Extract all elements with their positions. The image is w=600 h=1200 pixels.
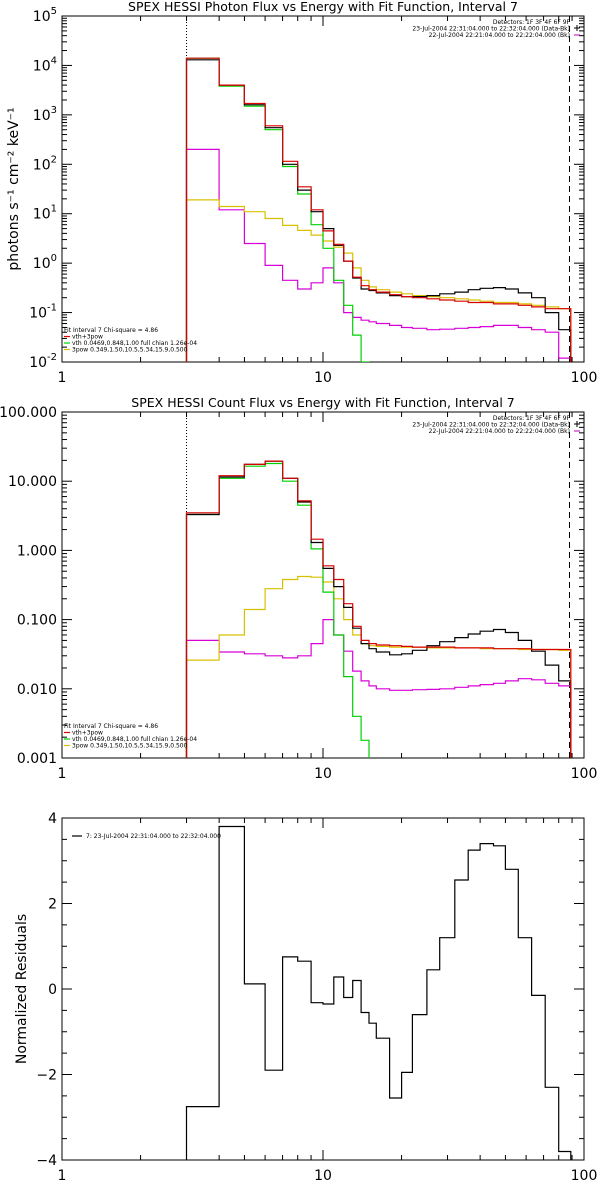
photon-flux-panel: SPEX HESSI Photon Flux vs Energy with Fi…: [6, 0, 598, 386]
y-tick-label: 100.000: [0, 405, 57, 421]
y-tick-label: 10-1: [29, 303, 57, 322]
y-axis-label: photons s⁻¹ cm⁻² keV⁻¹: [6, 107, 22, 270]
y-tick-label: 1.000: [17, 543, 57, 559]
info-line: 22-Jul-2004 22:21:04.000 to 22:22:04.000…: [429, 428, 570, 435]
y-axis-label: Normalized Residuals: [14, 914, 30, 1064]
info-line: 23-Jul-2004 22:31:04.000 to 22:32:04.000…: [412, 422, 570, 429]
x-tick-label: 10: [314, 1168, 332, 1184]
y-tick-label: 100: [33, 253, 57, 272]
y-tick-label: 101: [33, 204, 57, 223]
y-tick-label: −2: [36, 1068, 57, 1084]
x-tick-label: 1: [58, 766, 67, 782]
x-tick-label: 10: [314, 370, 332, 386]
y-tick-label: 0.010: [17, 682, 57, 698]
info-line: Detectors: 1F 3F 4F 6F 9F: [493, 19, 571, 26]
x-tick-label: 100: [571, 766, 598, 782]
x-tick-label: 100: [571, 1168, 598, 1184]
series-bkg-line: [185, 619, 572, 758]
legend-entry: vth+3pow: [72, 334, 103, 341]
legend-entry: 3pow 0.349,1.50,10.5,5.34,15.9,0.500: [72, 743, 188, 750]
legend-entry: 7: 23-Jul-2004 22:31:04.000 to 22:32:04.…: [86, 833, 221, 840]
x-tick-label: 1: [58, 1168, 67, 1184]
residuals-panel: 1 10 100 −4 −2 0 2 4 Normalized Residuals 7: 23-J…: [14, 811, 597, 1184]
plot-frame: [61, 15, 585, 363]
y-tick-label: 102: [33, 154, 57, 173]
series-bkg-line: [185, 148, 572, 362]
x-tick-label: 100: [571, 370, 598, 386]
legend-entry: Fit Interval 7 Chi-square = 4.86: [64, 723, 158, 730]
series-vth-line: [185, 57, 572, 362]
count-flux-panel: SPEX HESSI Count Flux vs Energy with Fit…: [0, 395, 598, 782]
info-line: 22-Jul-2004 22:21:04.000 to 22:22:04.000…: [429, 32, 570, 39]
y-tick-label: 4: [48, 811, 57, 827]
y-tick-label: 0: [48, 982, 57, 998]
legend-entry: 3pow 0.349,1.50,10.5,5.34,15.9,0.500: [72, 347, 188, 354]
chart-title: SPEX HESSI Photon Flux vs Energy with Fi…: [128, 0, 518, 14]
series-pow-line: [185, 199, 572, 362]
series-pow-line: [185, 575, 572, 758]
y-tick-label: 10-2: [29, 352, 57, 371]
legend-entry: Fit Interval 7 Chi-square = 4.86: [64, 327, 158, 334]
y-tick-label: 104: [33, 55, 57, 74]
legend-entry: vth+3pow: [72, 730, 103, 737]
y-tick-label: 103: [33, 105, 57, 124]
series-data-line: [185, 825, 572, 1160]
y-tick-label: 10.000: [8, 474, 57, 490]
y-tick-label: 0.100: [17, 613, 57, 629]
legend-entry: vth 0.0469,0.848,1.00 full chian 1.26e-0…: [72, 736, 197, 743]
y-tick-label: 0.001: [17, 751, 57, 767]
y-tick-label: −4: [36, 1153, 57, 1169]
y-tick-label: 2: [48, 897, 57, 913]
y-tick-label: 105: [33, 6, 57, 25]
series-total-line: [185, 57, 572, 362]
info-line: 23-Jul-2004 22:31:04.000 to 22:32:04.000…: [412, 26, 570, 33]
x-tick-label: 1: [58, 370, 67, 386]
legend-entry: vth 0.0469,0.848,1.00 full chian 1.26e-0…: [72, 340, 197, 347]
info-line: Detectors: 1F 3F 4F 6F 9F: [493, 415, 571, 422]
x-tick-label: 10: [314, 766, 332, 782]
series-total-line: [185, 460, 572, 758]
chart-title: SPEX HESSI Count Flux vs Energy with Fit…: [131, 395, 514, 410]
